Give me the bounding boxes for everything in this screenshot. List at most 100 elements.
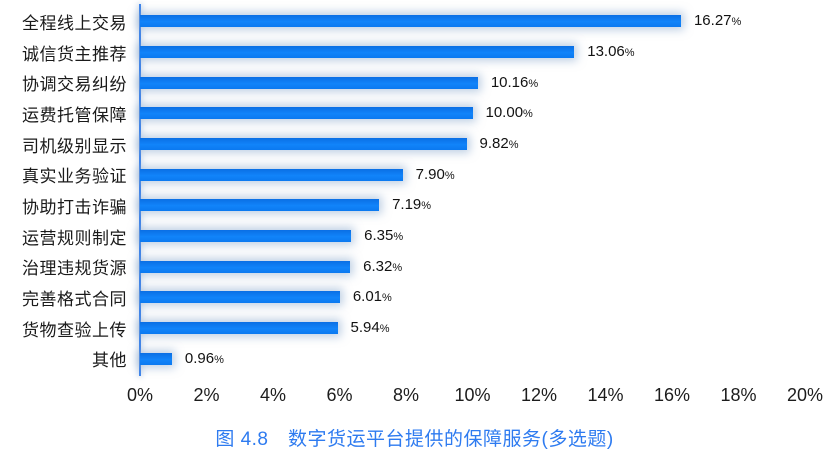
value-label: 16.27%: [694, 12, 741, 30]
bar-track: 7.90%: [140, 159, 805, 190]
bar-track: 10.16%: [140, 67, 805, 98]
x-axis-tick-label: 14%: [587, 385, 624, 405]
value-percent-sign: %: [523, 108, 533, 121]
bar-row: 其他 0.96%: [0, 343, 829, 374]
bar: [140, 107, 473, 120]
x-axis-tick-label: 2%: [193, 385, 220, 405]
x-axis-tick-label: 16%: [653, 385, 691, 405]
category-label: 运费托管保障: [22, 105, 127, 125]
bar: [140, 291, 340, 304]
value-number: 6.01: [352, 288, 383, 306]
value-label: 9.82%: [480, 135, 519, 153]
bar-track: 9.82%: [140, 129, 805, 160]
bar: [140, 230, 352, 243]
value-percent-sign: %: [528, 77, 539, 90]
category-label: 完善格式合同: [22, 289, 127, 309]
category-label: 诚信货主推荐: [22, 44, 127, 64]
bar-track: 10.00%: [140, 98, 805, 129]
value-label: 7.19%: [392, 196, 431, 214]
bar-row: 完善格式合同 6.01%: [0, 282, 829, 313]
value-label: 6.32%: [363, 258, 402, 276]
category-label: 协调交易纠纷: [22, 75, 127, 95]
bar-row: 货物查验上传 5.94%: [0, 313, 829, 344]
category-label: 货物查验上传: [22, 320, 127, 340]
bar-track: 6.01%: [140, 282, 805, 313]
value-label: 13.06%: [587, 43, 634, 61]
value-percent-sign: %: [508, 139, 519, 152]
bar: [140, 322, 338, 335]
y-axis-line: [139, 4, 141, 376]
category-label: 全程线上交易: [22, 13, 127, 33]
bar-track: 6.32%: [140, 251, 805, 282]
x-axis-tick-label: 0%: [126, 385, 154, 405]
bar-row: 运营规则制定 6.35%: [0, 221, 829, 252]
bar-track: 7.19%: [140, 190, 805, 221]
value-percent-sign: %: [382, 292, 392, 305]
value-label: 6.35%: [364, 227, 403, 245]
category-label: 司机级别显示: [22, 136, 127, 156]
value-number: 16.27: [693, 12, 732, 30]
value-number: 5.94: [350, 319, 380, 337]
value-number: 10.16: [490, 73, 529, 91]
value-percent-sign: %: [393, 231, 404, 244]
bar-track: 0.96%: [140, 343, 805, 374]
value-number: 7.19: [392, 196, 422, 214]
bar-track: 13.06%: [140, 37, 805, 68]
bar-track: 6.35%: [140, 221, 805, 252]
bar-row: 司机级别显示 9.82%: [0, 129, 829, 160]
chart-title: 图 4.8 数字货运平台提供的保障服务(多选题): [215, 429, 614, 450]
bar: [140, 168, 403, 181]
value-percent-sign: %: [421, 200, 432, 213]
x-axis-tick-label: 10%: [454, 385, 491, 405]
x-axis-tick-label: 12%: [520, 385, 558, 405]
value-number: 6.35: [364, 227, 394, 245]
category-label: 其他: [92, 351, 127, 371]
bar-row: 全程线上交易 16.27%: [0, 6, 829, 37]
value-percent-sign: %: [214, 353, 224, 366]
bar-track: 16.27%: [140, 6, 805, 37]
value-percent-sign: %: [392, 261, 403, 274]
value-label: 10.16%: [491, 74, 538, 92]
x-axis-tick-label: 6%: [326, 385, 353, 405]
bar-row: 协助打击诈骗 7.19%: [0, 190, 829, 221]
bar-track: 5.94%: [140, 313, 805, 344]
category-label: 治理违规货源: [22, 259, 127, 279]
bar: [140, 46, 575, 58]
value-number: 9.82: [479, 135, 509, 153]
category-label: 运营规则制定: [22, 228, 127, 248]
value-number: 7.90: [415, 165, 445, 183]
value-number: 13.06: [587, 43, 625, 60]
bar: [140, 138, 467, 151]
bar-rows: 全程线上交易 16.27% 诚信货主推荐 13.06% 协调交易纠纷 10.16…: [0, 6, 829, 374]
x-axis: 0% 2% 4% 6% 8% 10% 12% 14% 16% 18% 20%: [127, 385, 823, 409]
bar-row: 诚信货主推荐 13.06%: [0, 37, 829, 68]
bar-row: 真实业务验证 7.90%: [0, 159, 829, 190]
value-label: 5.94%: [351, 319, 390, 337]
bar: [140, 260, 351, 273]
value-number: 6.32: [363, 257, 393, 275]
value-number: 0.96: [184, 349, 215, 367]
value-percent-sign: %: [379, 323, 390, 336]
bar: [140, 352, 172, 365]
value-label: 10.00%: [486, 104, 533, 122]
value-label: 6.01%: [353, 288, 392, 306]
bar-row: 治理违规货源 6.32%: [0, 251, 829, 282]
x-axis-tick-label: 18%: [720, 385, 757, 405]
value-label: 0.96%: [185, 350, 224, 368]
value-percent-sign: %: [444, 169, 455, 182]
x-axis-tick-label: 20%: [786, 385, 824, 405]
value-label: 7.90%: [416, 166, 455, 184]
value-number: 10.00: [485, 104, 524, 122]
bar: [140, 15, 681, 28]
x-axis-tick-label: 4%: [259, 385, 287, 405]
category-label: 协助打击诈骗: [22, 197, 127, 217]
bar: [140, 76, 478, 89]
category-label: 真实业务验证: [22, 167, 127, 187]
bar: [140, 199, 380, 212]
value-percent-sign: %: [624, 47, 635, 59]
bar-row: 运费托管保障 10.00%: [0, 98, 829, 129]
value-percent-sign: %: [731, 16, 742, 29]
bar-row: 协调交易纠纷 10.16%: [0, 67, 829, 98]
x-axis-tick-label: 8%: [392, 385, 420, 405]
